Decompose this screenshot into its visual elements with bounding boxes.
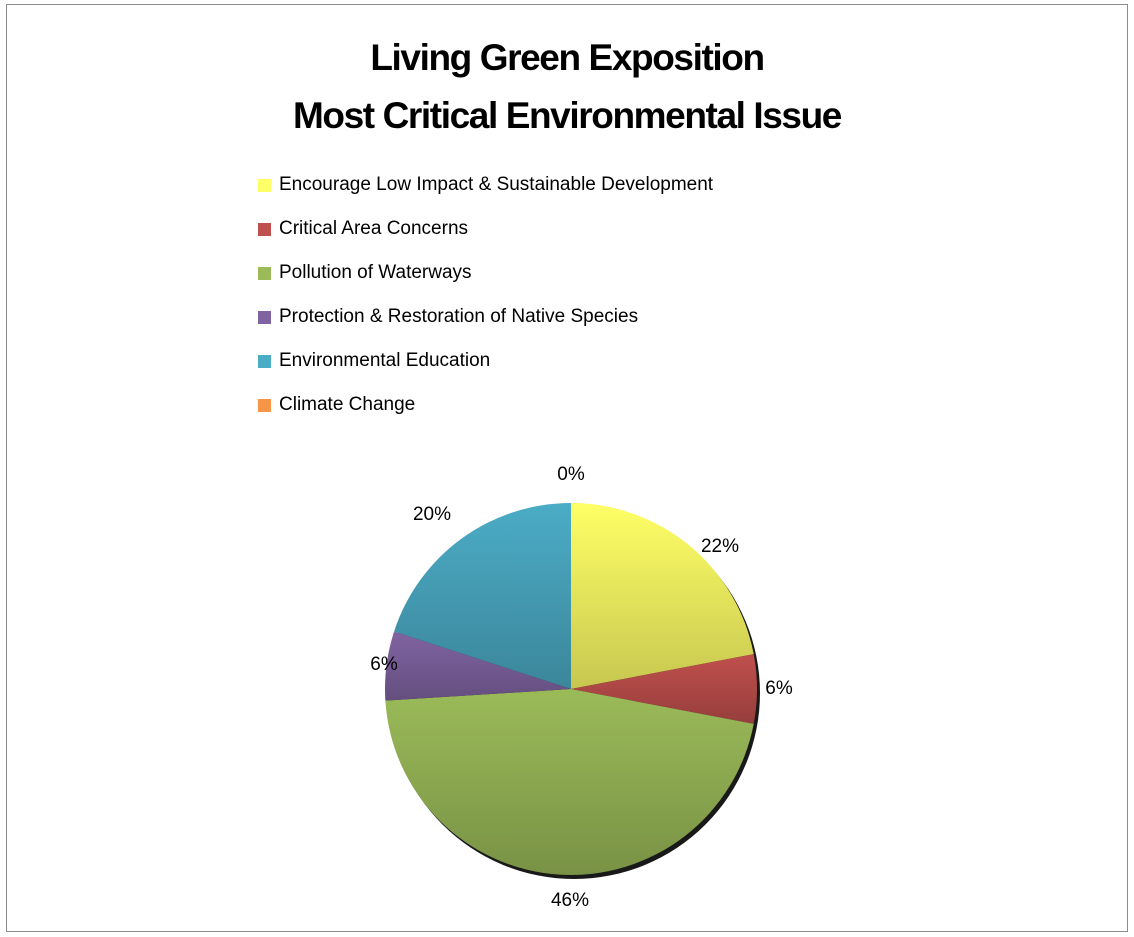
pie-data-label-1: 6% [765,678,793,699]
legend-swatch-4 [258,355,271,368]
pie-slice-4 [394,503,571,689]
pie-slice-1 [571,654,758,724]
pie-slice-2 [385,689,754,876]
legend-swatch-2 [258,267,271,280]
legend-swatch-5 [258,399,271,412]
legend-label-5: Climate Change [279,394,416,415]
pie-data-label-4: 20% [413,504,451,525]
pie-data-label-3: 6% [370,654,398,675]
legend-swatch-1 [258,223,271,236]
legend-swatch-3 [258,311,271,324]
legend-label-4: Environmental Education [279,350,491,371]
pie-slices [385,503,758,876]
pie-labels: 22% 6% 46% 6% 20% 0% [370,464,793,911]
pie-data-label-5: 0% [557,464,585,485]
pie-slice-3 [385,631,571,701]
legend-swatch-0 [258,179,271,192]
legend-label-2: Pollution of Waterways [279,262,472,283]
pie-data-label-0: 22% [701,536,739,557]
pie-slice-0 [571,503,754,689]
chart-title: Living Green Exposition [370,37,765,78]
legend-label-1: Critical Area Concerns [279,218,469,239]
legend-label-0: Encourage Low Impact & Sustainable Devel… [279,174,714,195]
chart-subtitle: Most Critical Environmental Issue [292,95,842,136]
pie-data-label-2: 46% [551,890,589,911]
legend-label-3: Protection & Restoration of Native Speci… [279,306,639,327]
